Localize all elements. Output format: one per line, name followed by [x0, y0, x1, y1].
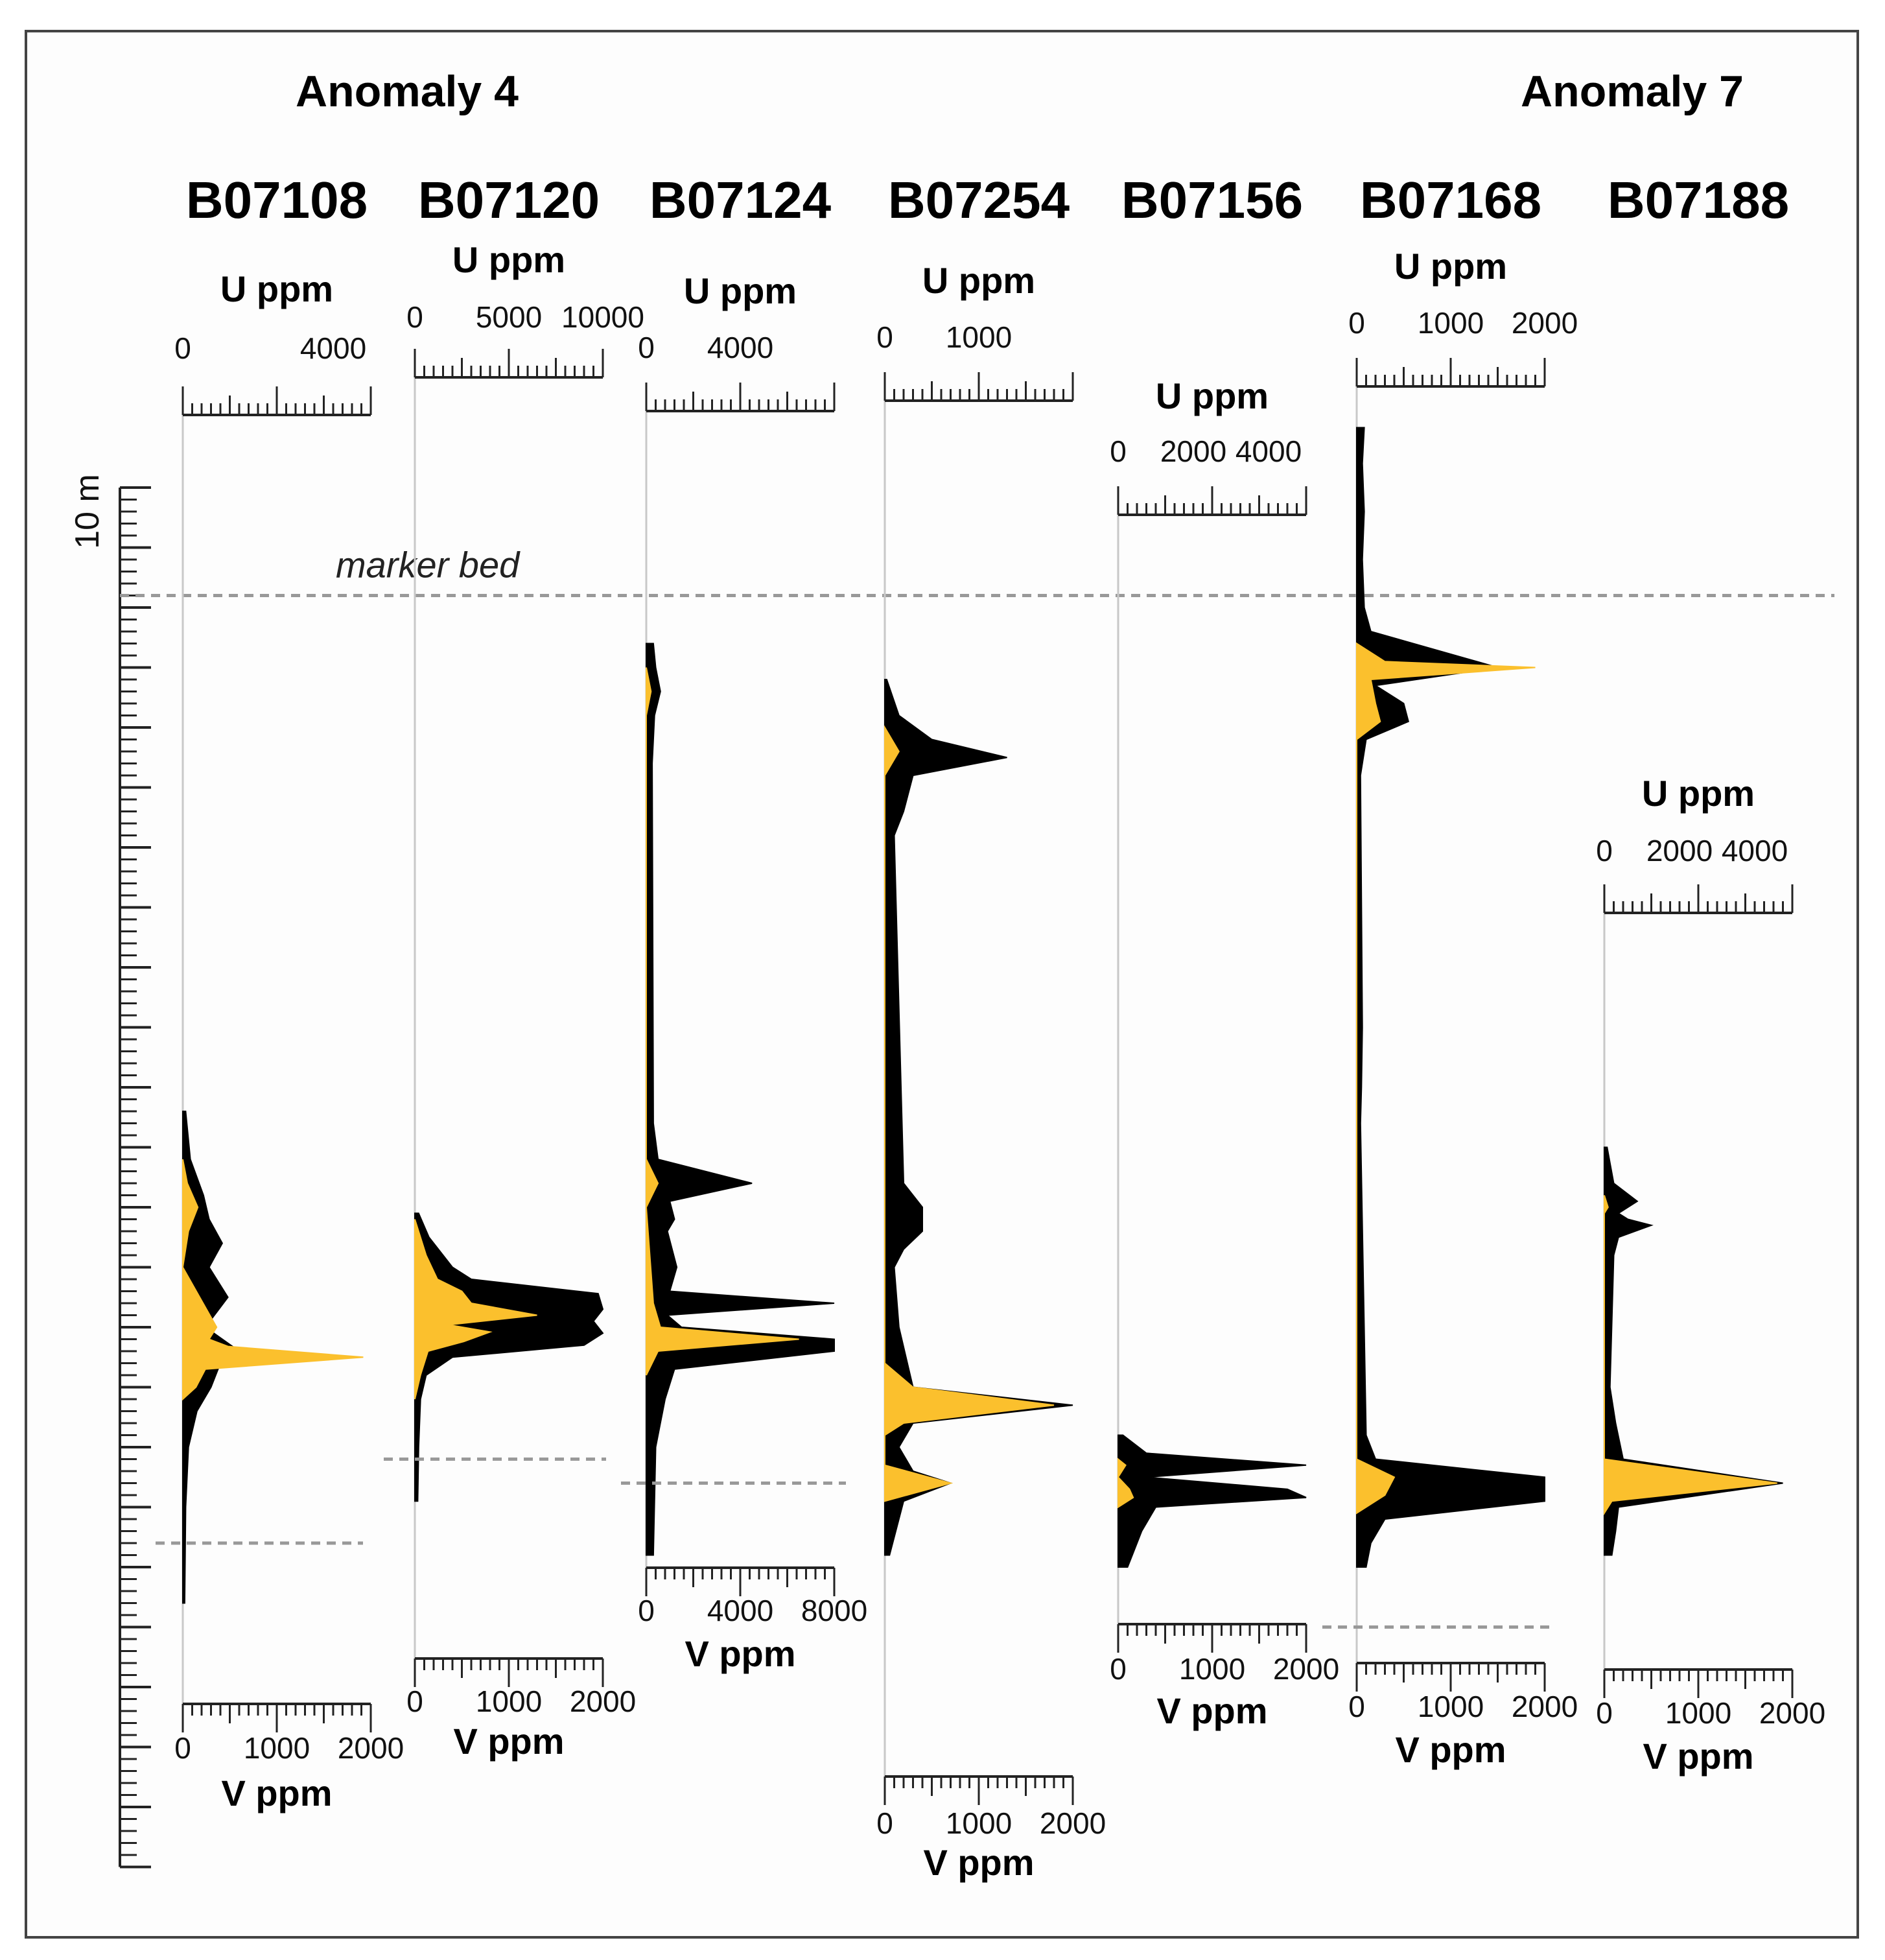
- u-tick-label: 1000: [946, 320, 1012, 354]
- u-tick-label: 4000: [707, 331, 773, 364]
- v-tick-label: 0: [406, 1684, 423, 1718]
- depth-scale-bar: 10 m: [69, 474, 151, 1869]
- u-tick-label: 0: [1110, 434, 1127, 468]
- marker-bed-label: marker bed: [336, 545, 521, 585]
- u-tick-label: 0: [406, 300, 423, 334]
- core-title: B07120: [418, 171, 600, 229]
- v-tick-label: 2000: [1273, 1652, 1339, 1686]
- v-tick-label: 1000: [1665, 1696, 1731, 1730]
- marker-bed-lines: marker bed: [120, 545, 1834, 597]
- u-tick-label: 4000: [1235, 434, 1302, 468]
- depth-scale-label: 10 m: [69, 474, 106, 549]
- v-tick-label: 0: [876, 1806, 893, 1840]
- v-tick-label: 1000: [946, 1806, 1012, 1840]
- u-profile-area: [645, 667, 799, 1376]
- core-title: B07108: [186, 171, 368, 229]
- u-tick-label: 0: [1348, 306, 1365, 340]
- v-tick-label: 1000: [476, 1684, 542, 1718]
- u-tick-label: 0: [1596, 834, 1613, 868]
- v-axis-label: V ppm: [1395, 1729, 1506, 1770]
- v-tick-label: 2000: [570, 1684, 636, 1718]
- u-axis-label: U ppm: [220, 268, 333, 309]
- u-tick-label: 2000: [1512, 306, 1578, 340]
- u-tick-label: 2000: [1646, 834, 1713, 868]
- v-profile-area: [1356, 427, 1545, 1568]
- u-tick-label: 10000: [561, 300, 644, 334]
- u-profile-area: [884, 725, 1055, 1502]
- v-axis-label: V ppm: [1156, 1690, 1267, 1731]
- v-tick-label: 2000: [1040, 1806, 1106, 1840]
- core-title: B07156: [1121, 171, 1303, 229]
- v-tick-label: 2000: [1512, 1690, 1578, 1723]
- core-title: B07168: [1360, 171, 1541, 229]
- u-tick-label: 1000: [1418, 306, 1484, 340]
- u-axis-label: U ppm: [684, 270, 797, 311]
- v-tick-label: 2000: [1759, 1696, 1825, 1730]
- v-axis-label: V ppm: [453, 1721, 564, 1762]
- v-axis-label: V ppm: [923, 1842, 1034, 1883]
- v-tick-label: 0: [1110, 1652, 1127, 1686]
- core-title: B07254: [888, 171, 1070, 229]
- v-tick-label: 1000: [244, 1731, 310, 1765]
- v-axis-label: V ppm: [221, 1773, 332, 1813]
- u-tick-label: 4000: [1722, 834, 1788, 868]
- u-tick-label: 0: [876, 320, 893, 354]
- core-title: B07188: [1608, 171, 1789, 229]
- v-profile-area: [646, 643, 835, 1556]
- v-profile-area: [884, 679, 1073, 1556]
- group-label-anomaly-4: Anomaly 4: [296, 67, 519, 116]
- v-profile-area: [1118, 1434, 1307, 1568]
- v-tick-label: 4000: [707, 1594, 773, 1627]
- u-tick-label: 5000: [476, 300, 542, 334]
- u-tick-label: 0: [174, 331, 191, 365]
- u-axis-label: U ppm: [922, 260, 1035, 301]
- u-axis-label: U ppm: [1156, 375, 1269, 416]
- v-tick-label: 0: [638, 1594, 655, 1627]
- u-profile-area: [1604, 1195, 1777, 1516]
- core-title: B07124: [650, 171, 832, 229]
- figure-frame: [25, 30, 1859, 1939]
- v-tick-label: 2000: [338, 1731, 404, 1765]
- u-profile-area: [1117, 1458, 1134, 1509]
- v-profile-area: [414, 1212, 604, 1502]
- v-axis-label: V ppm: [685, 1633, 795, 1674]
- u-tick-label: 4000: [300, 331, 366, 365]
- u-axis-label: U ppm: [452, 239, 565, 280]
- u-tick-label: 0: [638, 331, 655, 364]
- v-tick-label: 0: [1348, 1690, 1365, 1723]
- u-profile-area: [1356, 642, 1536, 1515]
- v-tick-label: 1000: [1418, 1690, 1484, 1723]
- v-tick-label: 0: [174, 1731, 191, 1765]
- v-axis-label: V ppm: [1643, 1736, 1753, 1777]
- u-profile-area: [414, 1219, 537, 1400]
- v-tick-label: 0: [1596, 1696, 1613, 1730]
- u-tick-label: 2000: [1160, 434, 1226, 468]
- u-profile-area: [181, 1159, 364, 1401]
- u-axis-label: U ppm: [1394, 246, 1507, 287]
- u-axis-label: U ppm: [1642, 773, 1755, 814]
- v-tick-label: 1000: [1179, 1652, 1245, 1686]
- v-tick-label: 8000: [801, 1594, 867, 1627]
- group-label-anomaly-7: Anomaly 7: [1521, 67, 1744, 116]
